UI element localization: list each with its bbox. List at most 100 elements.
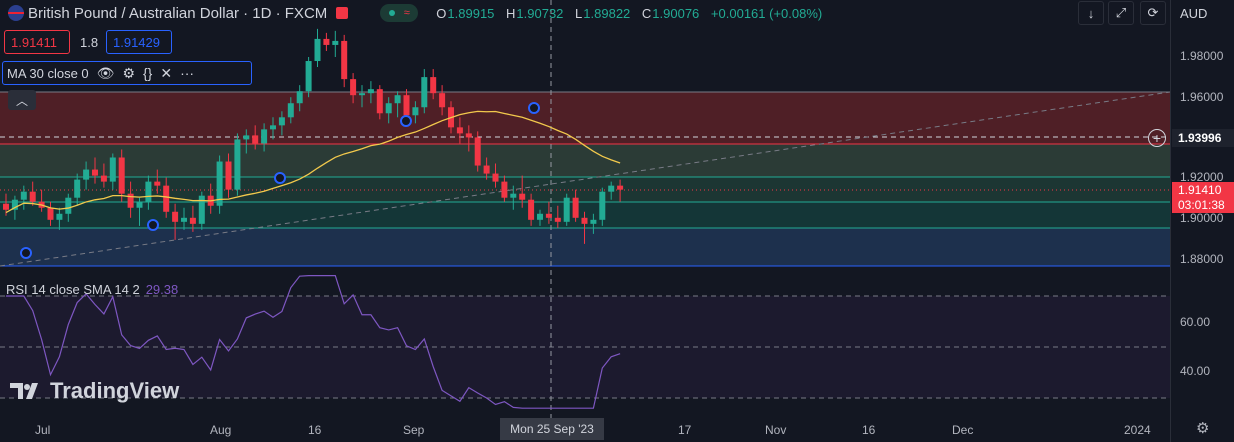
symbol-header: British Pound / Australian Dollar · 1D ·… [0,2,830,24]
candle-body [501,181,508,198]
candle-body [617,185,624,190]
plus-circle-icon[interactable]: + [1148,129,1166,147]
candle-body [421,77,428,108]
braces-icon[interactable]: {} [143,65,153,81]
anchor-point [528,102,540,114]
candle-body [270,125,276,130]
rsi-line [6,275,621,409]
candle-body [118,157,125,194]
candle-body [216,161,223,206]
market-status-icon[interactable] [336,7,349,19]
anchor-point [20,247,32,259]
candle-body [127,193,134,208]
candle-body [456,127,463,134]
candle-body [554,217,561,222]
tradingview-logo[interactable]: TradingView [10,378,179,404]
candle-body [225,161,232,190]
arrow-down-icon: ↓ [1087,5,1095,21]
more-icon[interactable]: ··· [180,65,195,81]
sell-price: 1.91411 [11,34,58,50]
ohlc-close-key: C [641,5,652,21]
ohlc-open: 1.89915 [447,5,495,21]
collapse-legend-button[interactable]: ︿ [8,90,36,110]
candle-body [332,40,339,45]
crosshair-price: 1.93996 [1172,129,1234,147]
candle-body [65,197,72,214]
ohlc-low-key: L [575,5,583,21]
time-axis-label: 2024 [1124,423,1151,437]
time-axis-label: Jul [35,423,51,437]
ohlc-low: 1.89822 [583,5,631,21]
symbol-title[interactable]: British Pound / Australian Dollar · 1D ·… [28,4,328,22]
buy-button[interactable]: 1.91429 [106,30,172,54]
ma-line [5,110,621,214]
candle-body [154,181,161,186]
candle-body [439,93,446,108]
candle-body [394,95,401,104]
price-chart[interactable] [0,0,1170,442]
price-axis-label: 1.92000 [1180,170,1224,184]
crosshair-date: Mon 25 Sep '23 [500,418,604,440]
candle-body [136,201,143,208]
candle-body [11,199,18,210]
gear-icon[interactable]: ⚙ [122,64,135,81]
chart-area[interactable] [0,0,1170,442]
time-axis-label: Sep [403,423,425,437]
price-axis-label: 1.96000 [1180,90,1224,104]
candle-body [323,38,330,45]
candle-body [545,213,552,218]
market-open-indicator[interactable]: ≈ [380,4,419,22]
expand-icon: ⤢ [1115,5,1127,20]
candle-body [163,185,170,212]
time-axis-label: Aug [210,423,232,437]
candle-body [367,89,374,94]
candle-body [100,175,107,182]
ohlc-change: +0.00161 (+0.08%) [710,5,823,21]
anchor-point [400,115,412,127]
sell-button[interactable]: 1.91411 [4,30,70,54]
candle-body [234,139,241,190]
refresh-icon: ⟳ [1147,5,1159,20]
close-icon[interactable]: ✕ [160,64,173,81]
currency-label: AUD [1180,5,1208,21]
axis-separator [1170,0,1171,442]
last-price: 1.91410 [1172,182,1234,198]
rsi-legend[interactable]: RSI 14 close SMA 14 2 29.38 [6,282,178,297]
time-axis-label: 16 [308,423,322,437]
candle-body [189,217,196,224]
candle-body [261,129,268,144]
tradingview-logo-text: TradingView [50,378,180,403]
candle-body [608,185,615,192]
candle-body [599,191,606,220]
candle-body [572,197,579,218]
ma-legend-label: MA 30 close 0 [7,65,89,81]
gbp-aud-flag-icon [8,5,24,21]
candle-body [385,103,392,114]
fullscreen-button[interactable]: ⤢ [1108,1,1134,25]
download-button[interactable]: ↓ [1078,1,1104,25]
candle-body [243,135,250,140]
candle-body [430,77,437,94]
rsi-axis-label: 40.00 [1180,364,1211,378]
candle-body [198,195,205,224]
buy-price: 1.91429 [113,34,160,50]
candle-body [581,217,588,224]
candle-body [376,89,383,114]
ma-legend[interactable]: MA 30 close 0 👁 ⚙ {} ✕ ··· [2,61,252,85]
candle-body [74,179,81,198]
eye-icon[interactable]: 👁 [96,64,115,81]
snapshot-button[interactable]: ⟳ [1140,1,1166,25]
candle-body [305,61,312,92]
rsi-legend-label: RSI 14 close SMA 14 2 [6,282,140,297]
rsi-value: 29.38 [145,282,179,297]
candle-body [172,211,179,222]
candle-body [474,137,481,166]
countdown: 03:01:38 [1172,197,1234,213]
chart-settings-gear-icon[interactable]: ⚙ [1196,420,1210,437]
spread-value: 1.8 [80,35,99,50]
candle-body [287,103,294,118]
candle-body [20,191,27,200]
zone-red [0,92,1170,144]
candle-body [56,213,63,220]
currency-selector[interactable]: AUD [1172,1,1234,25]
